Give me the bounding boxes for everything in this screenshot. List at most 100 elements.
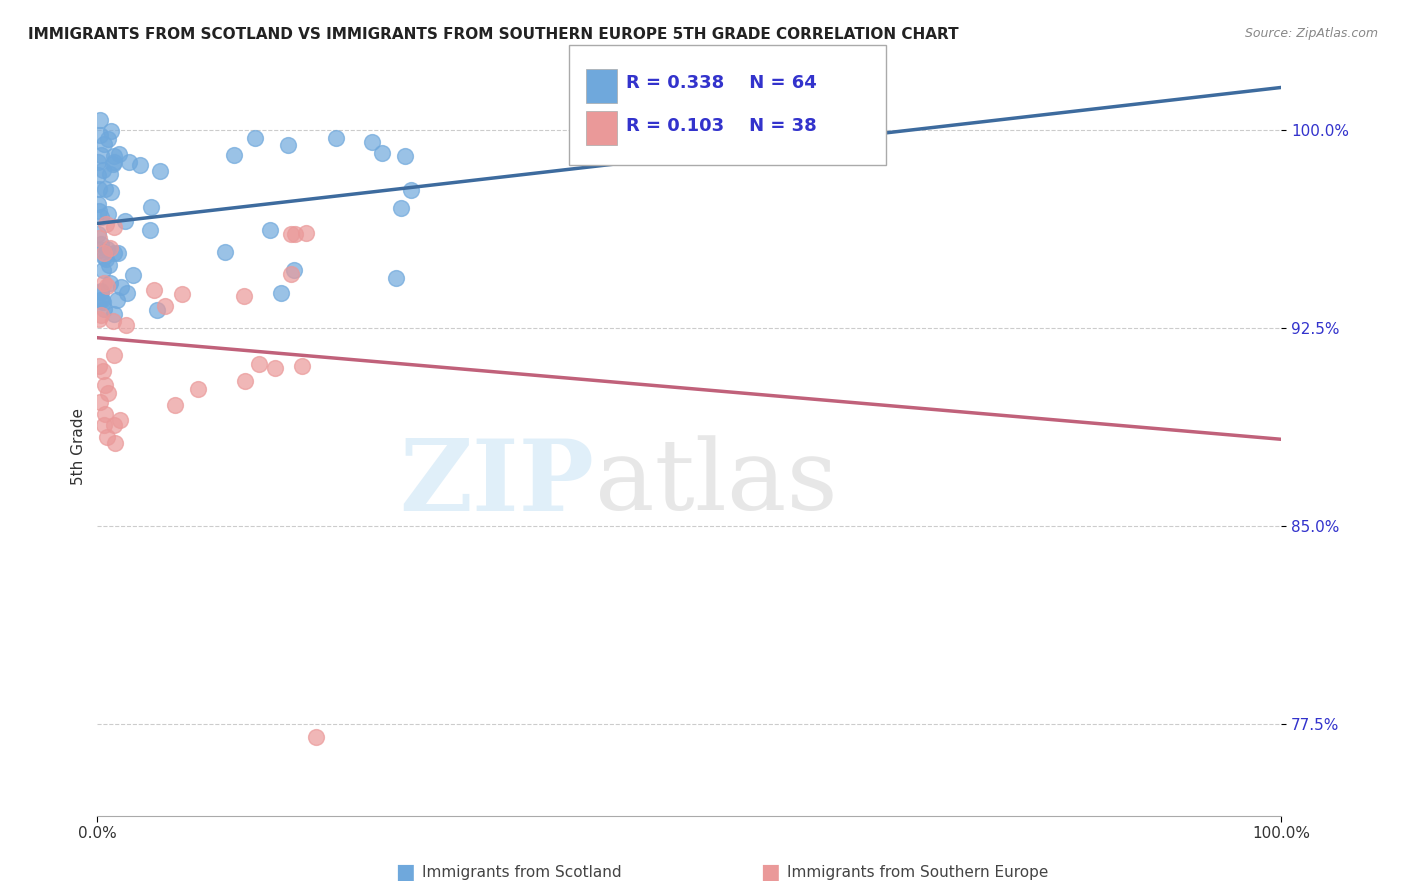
Point [104, 435, 127, 450]
Point [148, 163, 170, 178]
Point [283, 262, 305, 277]
Point [87, 227, 110, 241]
Point [170, 286, 193, 301]
Point [90, 308, 112, 322]
Text: IMMIGRANTS FROM SCOTLAND VS IMMIGRANTS FROM SOUTHERN EUROPE 5TH GRADE CORRELATIO: IMMIGRANTS FROM SCOTLAND VS IMMIGRANTS F… [28, 27, 959, 42]
Point [385, 271, 408, 285]
Point [389, 201, 412, 215]
Point [90, 210, 112, 224]
Point [98, 259, 121, 273]
Point [146, 302, 169, 317]
Point [90, 148, 112, 162]
Point [89, 182, 111, 196]
Point [90, 284, 112, 298]
Point [89, 395, 111, 409]
Point [394, 149, 416, 163]
Point [94, 217, 117, 231]
Point [276, 137, 298, 152]
Point [91, 363, 114, 377]
Point [87, 168, 110, 182]
Point [97, 207, 120, 221]
Point [96, 243, 118, 257]
Point [90, 285, 112, 299]
Point [139, 223, 162, 237]
Text: ■: ■ [395, 863, 415, 882]
Point [325, 131, 347, 145]
Point [187, 382, 209, 396]
Point [93, 295, 115, 310]
Point [247, 357, 270, 371]
Point [100, 124, 122, 138]
Point [93, 276, 115, 290]
Point [103, 155, 125, 169]
Point [94, 252, 117, 267]
Point [93, 301, 115, 316]
Point [222, 148, 245, 162]
Point [129, 158, 152, 172]
Point [280, 227, 302, 241]
Point [280, 268, 302, 282]
Point [103, 157, 125, 171]
Point [91, 262, 114, 277]
Point [93, 251, 115, 265]
Point [87, 231, 110, 245]
Point [89, 293, 111, 307]
Point [122, 268, 145, 283]
Point [214, 244, 236, 259]
Point [87, 312, 110, 326]
Point [89, 112, 111, 127]
Point [93, 163, 115, 178]
Point [103, 314, 125, 328]
Point [96, 278, 118, 293]
Point [96, 430, 118, 444]
Point [105, 293, 128, 307]
Point [108, 413, 131, 427]
Point [98, 241, 121, 255]
Point [110, 280, 132, 294]
Point [90, 236, 112, 251]
Y-axis label: 5th Grade: 5th Grade [72, 409, 86, 485]
Point [89, 128, 111, 143]
Point [103, 149, 125, 163]
Point [139, 201, 162, 215]
Point [100, 185, 122, 199]
Point [108, 146, 131, 161]
Point [142, 283, 165, 297]
Text: ■: ■ [761, 863, 780, 882]
Point [103, 418, 125, 433]
Text: R = 0.338    N = 64: R = 0.338 N = 64 [626, 74, 817, 92]
Point [103, 307, 125, 321]
Point [291, 359, 314, 374]
Point [118, 155, 141, 169]
Point [94, 182, 117, 196]
Point [87, 204, 110, 219]
Point [115, 286, 138, 301]
Point [87, 359, 110, 373]
Point [295, 226, 318, 240]
Point [232, 289, 254, 303]
Text: atlas: atlas [595, 435, 838, 532]
Point [165, 398, 187, 412]
Point [100, 276, 122, 290]
Point [103, 220, 125, 235]
Point [97, 132, 120, 146]
Point [93, 137, 115, 152]
Point [89, 244, 111, 258]
Point [107, 245, 129, 260]
Point [264, 360, 287, 375]
Point [371, 146, 394, 161]
Point [97, 385, 120, 400]
Point [103, 246, 125, 260]
Text: Immigrants from Scotland: Immigrants from Scotland [422, 865, 621, 880]
Text: ZIP: ZIP [399, 435, 595, 533]
Point [93, 417, 115, 432]
Point [115, 318, 138, 332]
Point [103, 348, 125, 362]
Point [243, 130, 266, 145]
Point [98, 167, 121, 181]
Point [270, 286, 292, 301]
Point [114, 214, 136, 228]
Point [399, 182, 422, 196]
Point [360, 136, 382, 150]
Text: R = 0.103    N = 38: R = 0.103 N = 38 [626, 117, 817, 135]
